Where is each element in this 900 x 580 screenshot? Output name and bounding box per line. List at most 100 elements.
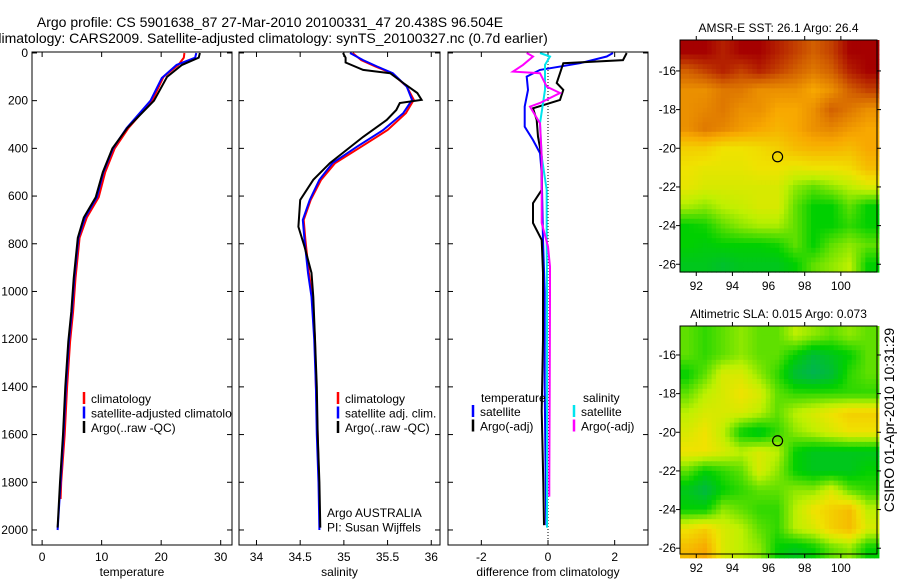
map-cell xyxy=(689,374,695,380)
map-cell xyxy=(851,326,857,332)
map-cell xyxy=(811,44,817,51)
map-cell xyxy=(788,446,794,453)
map-cell xyxy=(779,495,785,501)
map-cell xyxy=(833,122,839,128)
map-cell xyxy=(761,499,767,506)
map-cell xyxy=(729,165,735,172)
map-cell xyxy=(716,355,722,361)
map-cell xyxy=(869,141,875,147)
map-cell xyxy=(838,54,844,60)
map-cell xyxy=(680,175,686,181)
map-cell xyxy=(702,78,708,85)
map-cell xyxy=(788,379,794,385)
map-cell xyxy=(797,185,803,191)
map-cell xyxy=(865,538,871,544)
map-cell xyxy=(788,228,794,234)
map-cell xyxy=(770,180,776,186)
map-cell xyxy=(860,384,866,390)
map-cell xyxy=(734,204,740,210)
map-cell xyxy=(806,209,812,215)
map-cell xyxy=(851,553,857,559)
map-cell xyxy=(783,538,789,544)
map-cell xyxy=(842,209,848,215)
map-cell xyxy=(725,553,731,559)
map-cell xyxy=(783,267,789,273)
map-cell xyxy=(693,355,699,361)
map-cell xyxy=(824,326,830,332)
map-cell xyxy=(847,59,853,65)
map-cell xyxy=(842,267,848,273)
map-cell xyxy=(770,412,776,419)
map-cell xyxy=(770,117,776,123)
map-cell xyxy=(833,514,839,520)
map-cell xyxy=(770,223,776,230)
map-cell xyxy=(770,64,776,70)
map-cell xyxy=(698,350,704,356)
map-cell xyxy=(802,466,808,472)
map-cell xyxy=(779,548,785,554)
map-cell xyxy=(860,214,866,220)
map-cell xyxy=(811,543,817,549)
map-cell xyxy=(716,408,722,414)
map-cell xyxy=(702,117,708,123)
map-cell xyxy=(720,223,726,230)
map-cell xyxy=(797,204,803,210)
map-cell xyxy=(707,88,713,94)
map-cell xyxy=(707,257,713,263)
map-cell xyxy=(702,204,708,210)
map-cell xyxy=(847,330,853,337)
map-cell xyxy=(779,456,785,462)
map-cell xyxy=(847,326,853,332)
map-cell xyxy=(842,326,848,332)
map-cell xyxy=(684,393,690,399)
map-cell xyxy=(684,499,690,506)
map-cell xyxy=(833,466,839,472)
map-cell xyxy=(684,141,690,147)
map-cell xyxy=(756,461,762,467)
map-cell xyxy=(689,117,695,123)
map-cell xyxy=(851,180,857,186)
map-cell xyxy=(770,446,776,453)
map-cell xyxy=(774,456,780,462)
map-cell xyxy=(847,509,853,515)
map-cell xyxy=(698,151,704,157)
map-cell xyxy=(729,350,735,356)
map-cell xyxy=(729,238,735,244)
map-cell xyxy=(720,408,726,414)
map-cell xyxy=(851,78,857,85)
map-cell xyxy=(689,151,695,157)
map-cell xyxy=(833,243,839,249)
map-cell xyxy=(752,93,758,99)
map-cell xyxy=(689,490,695,496)
map-cell xyxy=(734,49,740,56)
map-cell xyxy=(869,243,875,249)
map-cell xyxy=(838,490,844,496)
map-cell xyxy=(842,127,848,133)
map-cell xyxy=(761,403,767,409)
map-cell xyxy=(689,175,695,181)
map-cell xyxy=(711,146,717,152)
map-cell xyxy=(734,533,740,540)
map-cell xyxy=(720,345,726,351)
map-cell xyxy=(851,359,857,366)
map-cell xyxy=(756,326,762,332)
map-cell xyxy=(820,180,826,186)
map-cell xyxy=(756,384,762,390)
map-cell xyxy=(856,262,862,268)
map-cell xyxy=(829,122,835,128)
map-cell xyxy=(802,141,808,147)
map-cell xyxy=(779,49,785,56)
map-cell xyxy=(761,388,767,395)
map-cell xyxy=(707,165,713,172)
series-group xyxy=(297,52,424,531)
map-cell xyxy=(738,456,744,462)
map-cell xyxy=(788,88,794,94)
map-cell xyxy=(743,335,749,342)
map-cell xyxy=(815,131,821,138)
map-cell xyxy=(693,538,699,544)
map-cell xyxy=(815,238,821,244)
map-cell xyxy=(793,359,799,366)
map-cell xyxy=(806,73,812,80)
map-cell xyxy=(702,185,708,191)
map-cell xyxy=(774,417,780,424)
